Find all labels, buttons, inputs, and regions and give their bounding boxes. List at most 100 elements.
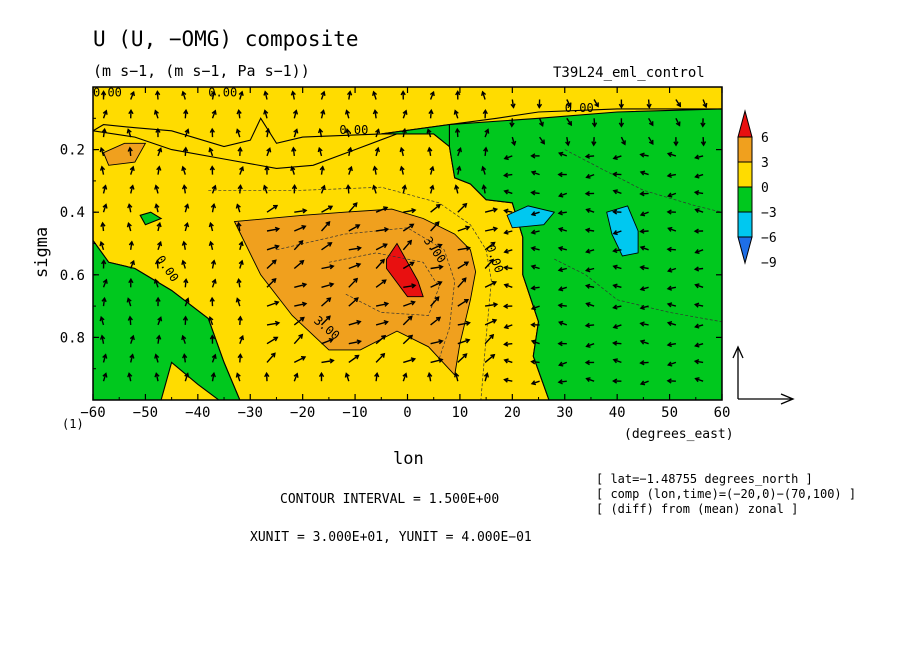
wind-vector xyxy=(293,240,304,251)
wind-vector xyxy=(666,172,677,179)
wind-vector xyxy=(530,153,540,159)
wind-vector xyxy=(484,128,490,138)
wind-vector xyxy=(372,165,378,175)
wind-vector xyxy=(484,281,498,288)
wind-vector xyxy=(666,209,676,215)
wind-vector xyxy=(430,281,443,288)
wind-vector xyxy=(457,320,471,326)
contour-line xyxy=(554,258,722,323)
contour-region xyxy=(606,205,639,257)
wind-vector xyxy=(612,358,622,364)
wind-vector xyxy=(558,320,568,326)
wind-vector xyxy=(402,372,408,382)
wind-vector xyxy=(181,334,187,344)
wind-vector xyxy=(208,316,214,326)
wind-vector xyxy=(612,209,622,215)
wind-vector xyxy=(530,285,540,291)
wind-vector xyxy=(484,333,495,345)
wind-vector xyxy=(667,192,677,198)
wind-vector xyxy=(154,203,160,213)
wind-vector xyxy=(530,339,540,345)
wind-vector xyxy=(183,278,189,288)
wind-vector xyxy=(99,334,106,344)
colorbar-swatch xyxy=(737,186,753,213)
wind-vector xyxy=(266,147,272,157)
wind-vector xyxy=(482,108,488,119)
wind-vector xyxy=(399,165,405,175)
wind-vector xyxy=(639,228,649,234)
colorbar-swatch xyxy=(737,161,753,188)
wind-vector xyxy=(209,165,215,175)
wind-vector xyxy=(585,208,595,214)
wind-vector xyxy=(647,117,654,127)
wind-vector xyxy=(263,90,269,100)
x-tick-label: 20 xyxy=(504,405,521,421)
contour-regions xyxy=(93,87,722,400)
wind-vector xyxy=(639,286,649,292)
wind-vector xyxy=(673,137,679,147)
wind-vector xyxy=(530,322,540,328)
contour-line xyxy=(208,186,492,400)
wind-vector xyxy=(618,118,625,128)
wind-vector xyxy=(503,324,513,330)
wind-vector xyxy=(503,155,513,161)
wind-vector xyxy=(456,165,462,175)
wind-vector xyxy=(503,189,513,195)
wind-vector xyxy=(235,128,241,138)
contour-region xyxy=(139,211,163,226)
wind-vector xyxy=(291,184,298,194)
wind-vector xyxy=(557,302,567,309)
wind-vector xyxy=(348,319,362,326)
wind-vector xyxy=(375,334,387,345)
wind-vector xyxy=(484,207,499,213)
wind-vector xyxy=(210,371,216,382)
wind-vector xyxy=(375,226,390,233)
wind-vector xyxy=(457,245,472,251)
wind-vector xyxy=(557,266,567,273)
wind-vector xyxy=(457,353,468,363)
wind-vector xyxy=(129,334,135,344)
wind-vector xyxy=(530,359,540,365)
wind-vector xyxy=(181,165,187,175)
wind-vector xyxy=(317,146,323,157)
wind-vector xyxy=(430,316,442,326)
wind-vector xyxy=(694,248,704,254)
wind-vector xyxy=(430,221,440,232)
x-tick-label: 30 xyxy=(556,405,573,421)
contour-region xyxy=(102,142,147,166)
wind-vector xyxy=(182,353,188,363)
wind-vector xyxy=(262,184,268,194)
wind-vector xyxy=(182,146,189,156)
wind-vector xyxy=(484,353,496,363)
wind-vector xyxy=(585,248,595,254)
wind-vector xyxy=(694,208,704,214)
wind-vector xyxy=(483,372,489,382)
wind-vector xyxy=(321,358,335,364)
wind-vector xyxy=(293,372,299,382)
wind-vector xyxy=(566,99,572,108)
x-axis: −60 −50 −40 −30 −20 −10 0 10 20 30 40 50 60 xyxy=(80,87,730,421)
wind-vector xyxy=(584,190,595,197)
wind-vector xyxy=(401,127,407,138)
wind-vector xyxy=(456,147,462,157)
wind-vector xyxy=(593,99,599,108)
wind-vector xyxy=(557,286,568,292)
wind-vector xyxy=(237,146,243,156)
wind-vector xyxy=(510,99,516,109)
wind-vector xyxy=(666,321,677,327)
wind-vector xyxy=(129,259,135,269)
wind-vector xyxy=(348,297,359,307)
wind-vector xyxy=(209,127,215,138)
wind-vector xyxy=(612,171,622,177)
wind-vector xyxy=(375,320,389,326)
colorbar-swatch xyxy=(737,211,753,238)
wind-vector xyxy=(293,259,305,270)
wind-vector xyxy=(346,90,353,100)
wind-vector xyxy=(566,117,573,127)
wind-vector xyxy=(265,127,271,138)
wind-vector xyxy=(126,128,132,138)
wind-vector xyxy=(129,353,135,363)
wind-vector xyxy=(620,136,626,146)
wind-vector xyxy=(266,277,277,288)
contour-region xyxy=(93,87,722,148)
